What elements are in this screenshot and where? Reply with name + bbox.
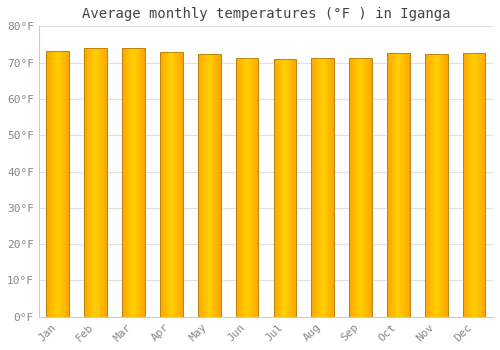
Bar bbox=[46, 51, 69, 317]
Bar bbox=[236, 58, 258, 317]
Bar bbox=[122, 48, 145, 317]
Bar bbox=[425, 54, 448, 317]
Bar bbox=[312, 58, 334, 317]
Bar bbox=[349, 58, 372, 317]
Bar bbox=[198, 54, 220, 317]
Bar bbox=[160, 52, 182, 317]
Bar bbox=[463, 53, 485, 317]
Title: Average monthly temperatures (°F ) in Iganga: Average monthly temperatures (°F ) in Ig… bbox=[82, 7, 450, 21]
Bar bbox=[387, 53, 410, 317]
Bar bbox=[274, 58, 296, 317]
Bar bbox=[84, 48, 107, 317]
